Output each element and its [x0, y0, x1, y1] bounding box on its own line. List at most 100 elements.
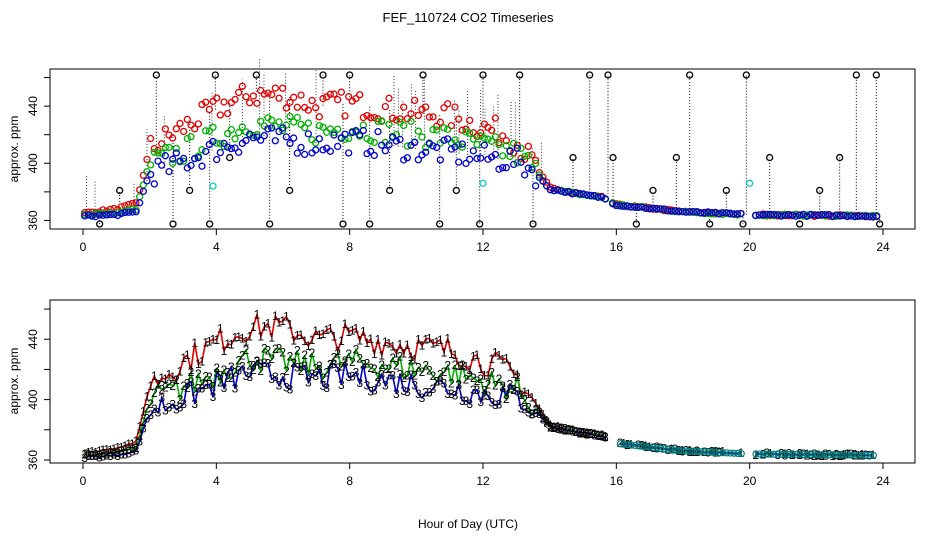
marker-blue: 3 [554, 422, 561, 436]
marker-blue: 3 [290, 356, 297, 370]
marker-circle [712, 448, 720, 457]
marker-blue: 3 [404, 385, 411, 399]
marker-red: 1 [177, 365, 184, 379]
point-green [334, 125, 342, 133]
point-red [249, 92, 257, 100]
point-green [92, 210, 100, 218]
marker-green: 2 [778, 446, 785, 460]
marker-green: 2 [470, 371, 477, 385]
point-red [491, 114, 499, 122]
marker-blue: 3 [309, 367, 316, 381]
point-red [411, 96, 419, 105]
point-blue [671, 207, 679, 215]
marker-red: 1 [184, 348, 191, 362]
point-green [154, 149, 162, 157]
spike-marker [742, 71, 750, 79]
point-blue [106, 210, 114, 219]
point-blue [194, 154, 202, 162]
marker-green: 2 [551, 421, 558, 435]
marker-blue: 3 [283, 380, 290, 394]
point-blue [561, 188, 569, 197]
marker-blue: 3 [532, 406, 539, 420]
point-blue [686, 208, 694, 216]
point-blue [381, 147, 389, 155]
point-blue [524, 164, 532, 172]
marker-circle [767, 450, 775, 458]
marker-blue: 3 [136, 435, 143, 449]
point-blue [601, 195, 609, 203]
marker-green: 2 [103, 447, 110, 461]
point-blue [95, 211, 103, 219]
marker-blue: 3 [463, 394, 470, 408]
marker-green: 2 [243, 343, 250, 357]
marker-blue: 3 [536, 407, 543, 421]
marker-green: 2 [404, 368, 411, 382]
marker-green: 2 [213, 361, 220, 375]
point-green [418, 133, 426, 141]
marker-green: 2 [298, 364, 305, 378]
marker-green: 2 [309, 346, 316, 360]
marker-red: 1 [573, 425, 580, 439]
point-blue [341, 130, 349, 138]
marker-blue: 3 [408, 368, 415, 382]
marker-red: 1 [837, 449, 844, 463]
marker-blue: 3 [602, 431, 609, 445]
marker-blue: 3 [151, 402, 158, 416]
marker-green: 2 [287, 349, 294, 363]
marker-blue: 3 [459, 394, 466, 408]
marker-blue: 3 [573, 425, 580, 439]
marker-green: 2 [327, 357, 334, 371]
marker-red: 1 [536, 402, 543, 416]
point-blue [829, 212, 837, 221]
marker-green: 2 [573, 425, 580, 439]
spike-marker [609, 153, 617, 162]
point-blue [92, 212, 100, 221]
marker-blue: 3 [199, 382, 206, 396]
marker-green: 2 [210, 380, 217, 394]
marker-red: 1 [690, 445, 697, 459]
marker-blue: 3 [202, 378, 209, 392]
point-blue [528, 165, 536, 174]
marker-blue: 3 [503, 388, 510, 402]
marker-green: 2 [595, 428, 602, 442]
point-blue [466, 155, 474, 163]
marker-blue: 3 [298, 360, 305, 374]
marker-blue: 3 [250, 358, 257, 372]
point-blue [260, 132, 268, 140]
spike-marker [649, 186, 657, 195]
point-green [462, 128, 470, 136]
point-blue [491, 150, 499, 159]
marker-blue: 3 [474, 383, 481, 397]
marker-red: 1 [276, 315, 283, 329]
marker-blue: 3 [477, 395, 484, 409]
marker-blue: 3 [543, 416, 550, 430]
marker-blue: 3 [133, 443, 140, 457]
point-blue [209, 137, 217, 146]
marker-circle [770, 450, 778, 458]
marker-green: 2 [147, 397, 154, 411]
marker-circle [653, 444, 661, 452]
point-red [499, 132, 507, 140]
point-red [389, 114, 397, 122]
point-blue [433, 143, 441, 152]
spike-marker [206, 220, 214, 228]
marker-blue: 3 [334, 361, 341, 375]
marker-red: 1 [441, 345, 448, 359]
point-blue [590, 191, 598, 200]
point-blue [517, 158, 525, 166]
point-green [315, 121, 323, 130]
point-blue [554, 186, 562, 194]
point-blue [440, 136, 448, 144]
marker-blue: 3 [206, 377, 213, 391]
spike-marker [452, 186, 460, 195]
spike-marker [686, 71, 694, 79]
point-red [517, 154, 525, 163]
marker-blue: 3 [485, 389, 492, 403]
point-blue [499, 164, 507, 172]
marker-red: 1 [525, 387, 532, 401]
point-blue [851, 213, 859, 221]
marker-red: 1 [206, 334, 213, 348]
marker-blue: 3 [679, 445, 686, 459]
point-blue [653, 204, 661, 213]
point-blue [675, 207, 683, 216]
